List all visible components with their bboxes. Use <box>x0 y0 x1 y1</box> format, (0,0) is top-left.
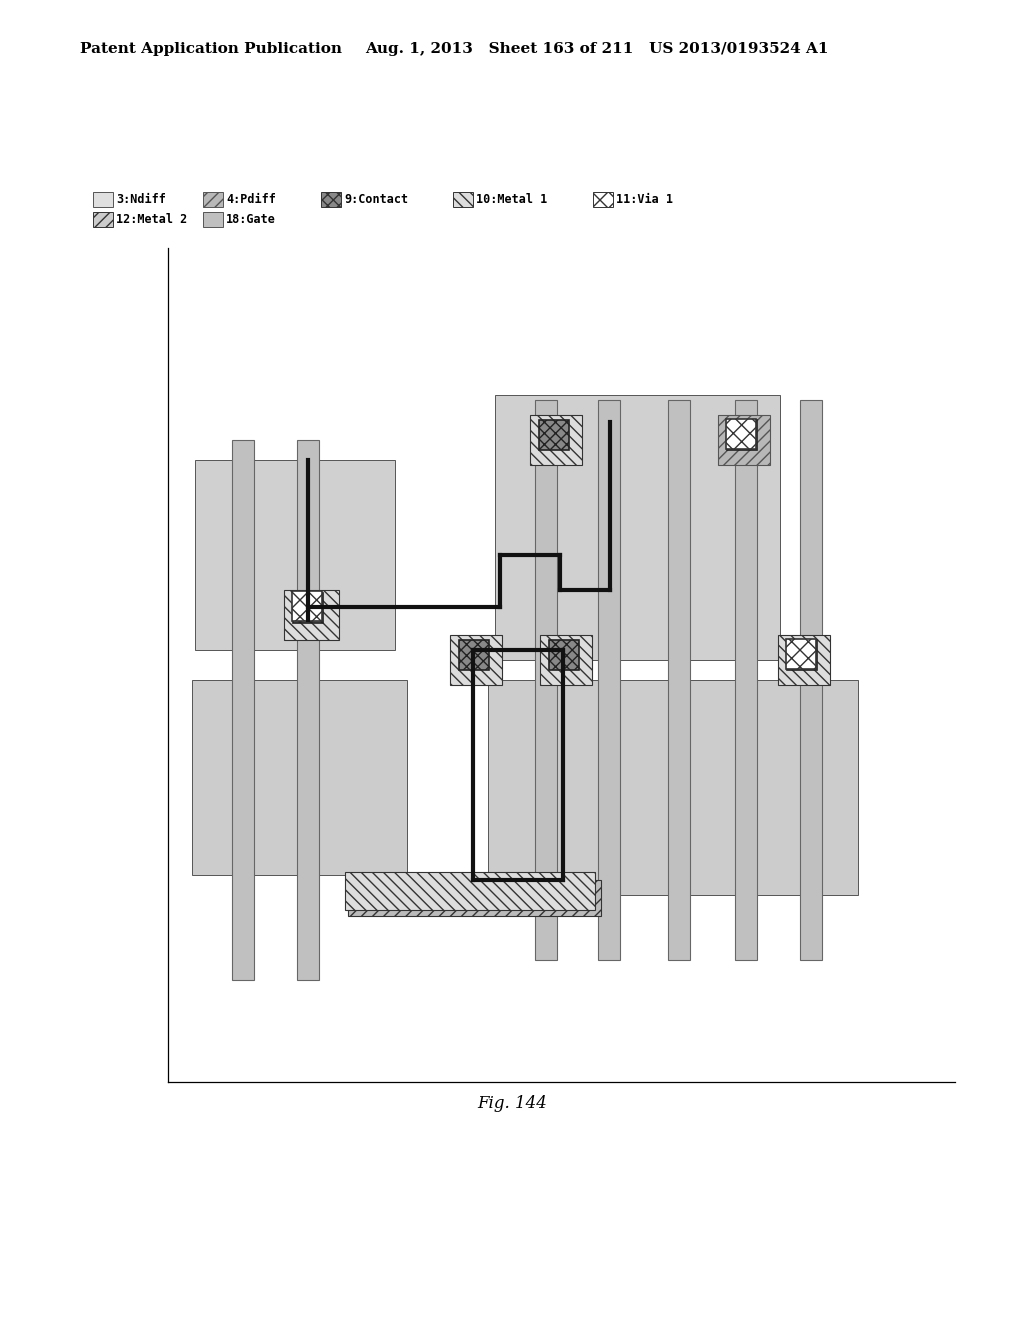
Bar <box>203 213 223 227</box>
Bar <box>535 400 557 960</box>
Bar <box>284 590 339 640</box>
Bar <box>93 191 113 207</box>
Bar <box>539 420 569 450</box>
Bar <box>195 459 395 649</box>
Text: 18:Gate: 18:Gate <box>226 213 275 226</box>
Text: 11:Via 1: 11:Via 1 <box>616 193 673 206</box>
Bar <box>293 593 323 623</box>
Bar <box>232 440 254 979</box>
Bar <box>450 635 502 685</box>
Bar <box>93 213 113 227</box>
Bar <box>530 414 582 465</box>
Bar <box>726 418 756 449</box>
Bar <box>787 640 817 671</box>
Bar <box>345 873 595 909</box>
Bar <box>459 640 489 671</box>
Text: 9:Contact: 9:Contact <box>344 193 409 206</box>
Text: 12:Metal 2: 12:Metal 2 <box>116 213 187 226</box>
Text: Fig. 144: Fig. 144 <box>477 1096 547 1111</box>
Text: 4:Pdiff: 4:Pdiff <box>226 193 275 206</box>
Bar <box>735 400 757 960</box>
Text: 3:Ndiff: 3:Ndiff <box>116 193 166 206</box>
Bar <box>453 191 473 207</box>
Bar <box>778 635 830 685</box>
Text: Aug. 1, 2013   Sheet 163 of 211   US 2013/0193524 A1: Aug. 1, 2013 Sheet 163 of 211 US 2013/01… <box>365 42 828 55</box>
Bar <box>727 420 757 450</box>
Bar <box>718 414 770 465</box>
Bar <box>598 400 620 960</box>
Text: Patent Application Publication: Patent Application Publication <box>80 42 342 55</box>
Bar <box>540 635 592 685</box>
Bar <box>292 591 322 620</box>
Bar <box>593 191 613 207</box>
Bar <box>786 639 816 669</box>
Bar <box>488 680 858 895</box>
Bar <box>668 400 690 960</box>
Text: 10:Metal 1: 10:Metal 1 <box>476 193 547 206</box>
Bar <box>297 440 319 979</box>
Bar <box>549 640 579 671</box>
Bar <box>321 191 341 207</box>
Bar <box>495 395 780 660</box>
Bar <box>193 680 407 875</box>
Bar <box>348 880 601 916</box>
Bar <box>800 400 822 960</box>
Bar <box>203 191 223 207</box>
